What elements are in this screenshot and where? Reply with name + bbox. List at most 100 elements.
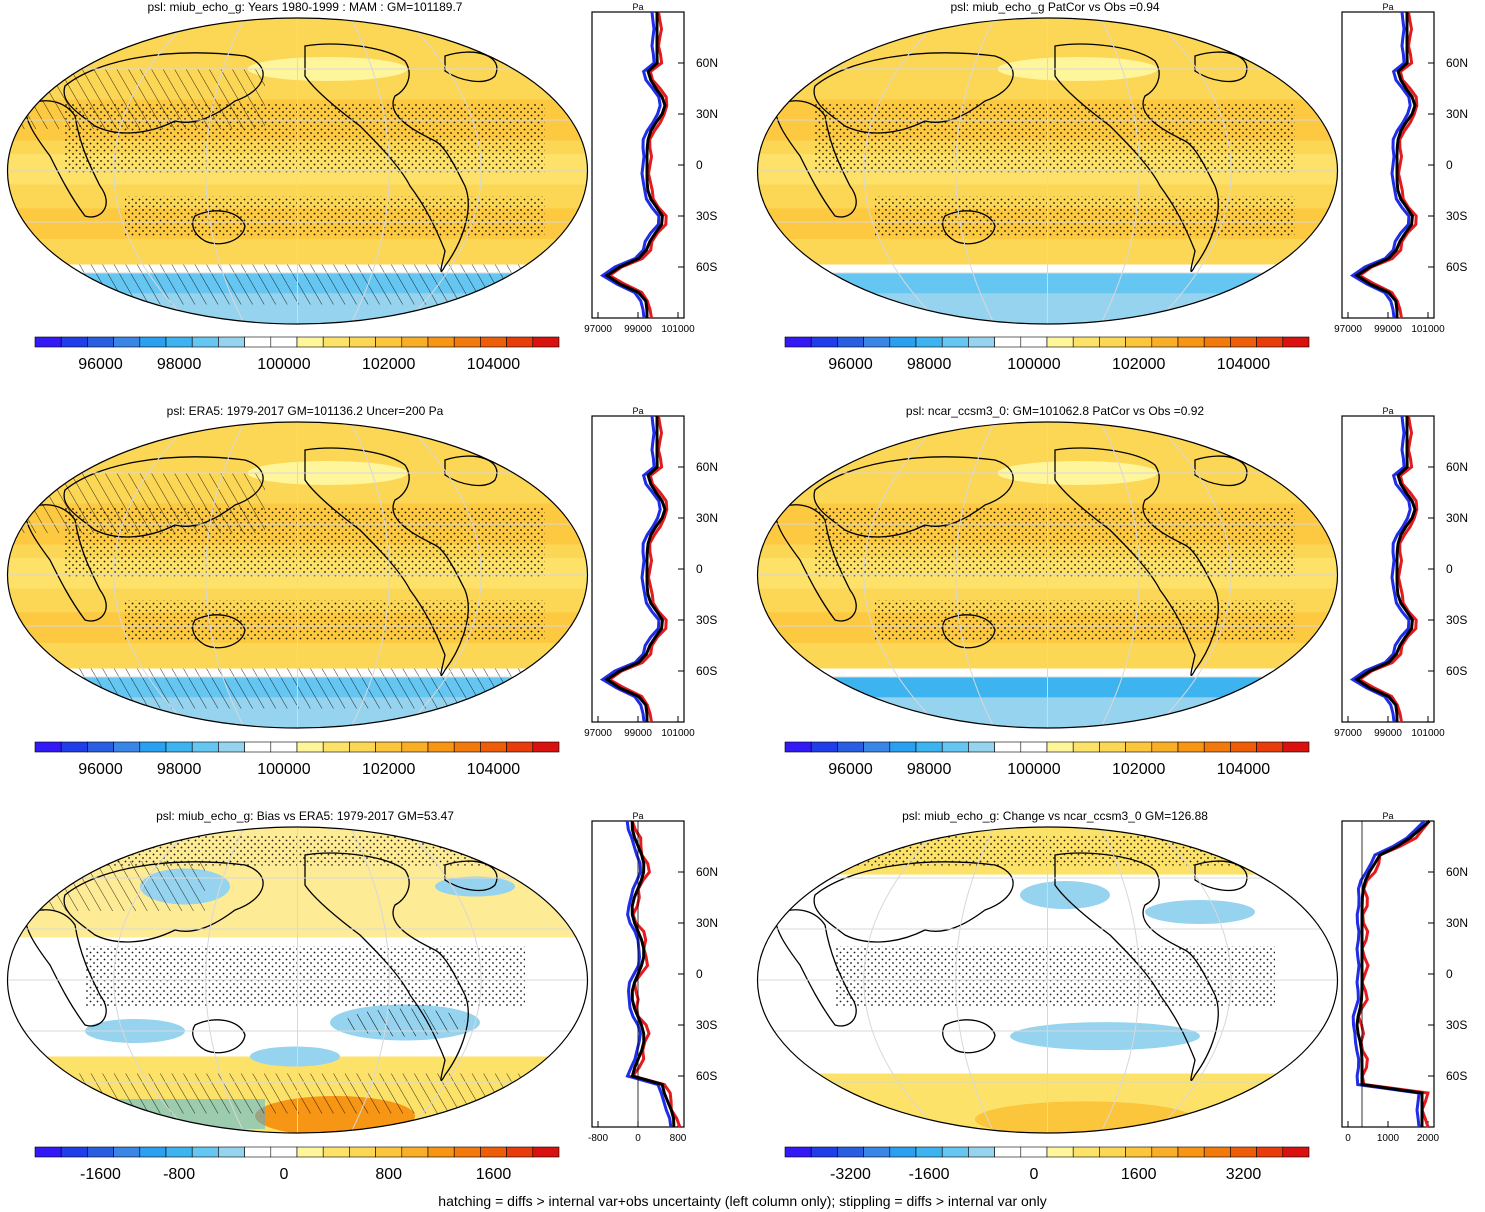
colorbar-6: -3200 -1600 0 1600 3200 xyxy=(784,1146,1310,1187)
colorbar-label: -3200 xyxy=(830,1166,871,1183)
colorbar-swatch xyxy=(1046,1146,1074,1158)
colorbar-swatch xyxy=(427,741,455,753)
profile-xtick-label: 101000 xyxy=(1411,324,1445,335)
graticule-meridian xyxy=(955,18,995,324)
colorbar-swatch xyxy=(837,741,864,753)
colorbar-swatch xyxy=(113,741,141,753)
colorbar-swatch xyxy=(191,336,219,348)
graticule-meridian xyxy=(1153,18,1232,324)
colorbar-label: 98000 xyxy=(907,761,952,778)
colorbar-label: 1600 xyxy=(1121,1166,1157,1183)
colorbar-swatch xyxy=(34,1146,62,1158)
colorbar-label: 102000 xyxy=(362,761,415,778)
colorbar-swatch xyxy=(1072,741,1100,753)
map-1 xyxy=(5,16,590,326)
colorbar-swatch xyxy=(810,336,838,348)
colorbar-swatch xyxy=(889,1146,917,1158)
graticule-meridian xyxy=(863,827,942,1133)
profile-ytick-label: 0 xyxy=(1446,562,1453,576)
colorbar-swatch xyxy=(506,336,534,348)
colorbar-4: 96000 98000 100000 102000 104000 xyxy=(784,741,1310,782)
colorbar-swatch xyxy=(60,741,88,753)
continent-outline-1 xyxy=(774,909,857,1027)
colorbar-swatch xyxy=(1230,336,1257,348)
continent-outline-2 xyxy=(942,1019,996,1054)
zonal-profile-2: Pa 60N 30N 0 30S 60S 97000 99000 101000 xyxy=(1334,2,1468,348)
continent-outline-1 xyxy=(24,909,107,1027)
colorbar-swatch xyxy=(1125,741,1153,753)
graticule-meridian xyxy=(955,827,995,1133)
colorbar-swatch xyxy=(60,1146,88,1158)
colorbar-swatch xyxy=(1282,1146,1310,1158)
profile-xtick-label: -800 xyxy=(588,1133,608,1144)
colorbar-swatch xyxy=(889,741,917,753)
profile-ytick-label: 30S xyxy=(696,613,717,627)
profile-ytick-label: 30S xyxy=(1446,209,1467,223)
colorbar-swatch xyxy=(270,336,298,348)
colorbar-label: 96000 xyxy=(78,761,123,778)
colorbar-label: 102000 xyxy=(1112,356,1165,373)
graticule-meridian xyxy=(1100,422,1140,728)
colorbar-swatch xyxy=(427,1146,455,1158)
colorbar-swatch xyxy=(87,336,114,348)
colorbar-label: -1600 xyxy=(80,1166,121,1183)
colorbar-swatch xyxy=(349,741,376,753)
colorbar-swatch xyxy=(296,741,324,753)
colorbar-swatch xyxy=(401,336,429,348)
colorbar-swatch xyxy=(1177,336,1205,348)
colorbar-label: 1600 xyxy=(476,1166,512,1183)
profile-line-black xyxy=(604,12,667,319)
colorbar-swatch xyxy=(1151,1146,1179,1158)
profile-ytick-label: 60N xyxy=(1446,56,1468,70)
colorbar-label: 96000 xyxy=(828,356,873,373)
zonal-profile-4: Pa 60N 30N 0 30S 60S 97000 99000 101000 xyxy=(1334,406,1468,752)
colorbar-swatch xyxy=(784,336,812,348)
colorbar-swatch xyxy=(1256,741,1284,753)
colorbar-swatch xyxy=(401,741,429,753)
profile-ytick-label: 30S xyxy=(1446,613,1467,627)
colorbar-swatch xyxy=(296,1146,324,1158)
profile-xtick-label: 0 xyxy=(1345,1133,1351,1144)
colorbar-label: 100000 xyxy=(257,356,310,373)
graticule-meridian xyxy=(403,422,482,728)
colorbar-swatch xyxy=(784,1146,812,1158)
colorbar-swatch xyxy=(1203,741,1231,753)
colorbar-swatch xyxy=(480,336,507,348)
colorbar-swatch xyxy=(1177,1146,1205,1158)
graticule-meridian xyxy=(350,18,390,324)
continent-outline-4 xyxy=(1194,51,1248,83)
colorbar-label: 102000 xyxy=(1112,761,1165,778)
profile-ytick-label: 30N xyxy=(1446,107,1468,121)
colorbar-swatch xyxy=(532,1146,560,1158)
profile-unit: Pa xyxy=(632,2,643,12)
colorbar-swatch xyxy=(1230,1146,1257,1158)
colorbar-swatch xyxy=(968,336,995,348)
profile-ytick-label: 60S xyxy=(1446,260,1467,274)
colorbar-label: 100000 xyxy=(257,761,310,778)
graticule-meridian xyxy=(113,827,192,1133)
colorbar-swatch xyxy=(968,741,995,753)
colorbar-swatch xyxy=(1072,1146,1100,1158)
colorbar-swatch xyxy=(837,1146,864,1158)
profile-unit: Pa xyxy=(1382,2,1393,12)
colorbar-swatch xyxy=(139,336,167,348)
colorbar-swatch xyxy=(1125,1146,1153,1158)
colorbar-swatch xyxy=(453,336,481,348)
colorbar-swatch xyxy=(427,336,455,348)
continent-outline-4 xyxy=(1194,455,1248,487)
colorbar-swatch xyxy=(218,741,245,753)
continent-outline-2 xyxy=(192,1019,246,1054)
profile-ytick-label: 60S xyxy=(696,260,717,274)
map-border xyxy=(756,826,1339,1134)
profile-ytick-label: 60S xyxy=(696,664,717,678)
colorbar-swatch xyxy=(863,741,891,753)
colorbar-label: -1600 xyxy=(909,1166,950,1183)
panel-title-6: psl: miub_echo_g: Change vs ncar_ccsm3_0… xyxy=(902,809,1208,823)
profile-ytick-label: 0 xyxy=(696,967,703,981)
colorbar-swatch xyxy=(34,336,62,348)
profile-xtick-label: 99000 xyxy=(624,728,652,739)
colorbar-swatch xyxy=(218,336,245,348)
colorbar-swatch xyxy=(191,1146,219,1158)
colorbar-label: 98000 xyxy=(157,356,202,373)
graticule-meridian xyxy=(113,18,192,324)
